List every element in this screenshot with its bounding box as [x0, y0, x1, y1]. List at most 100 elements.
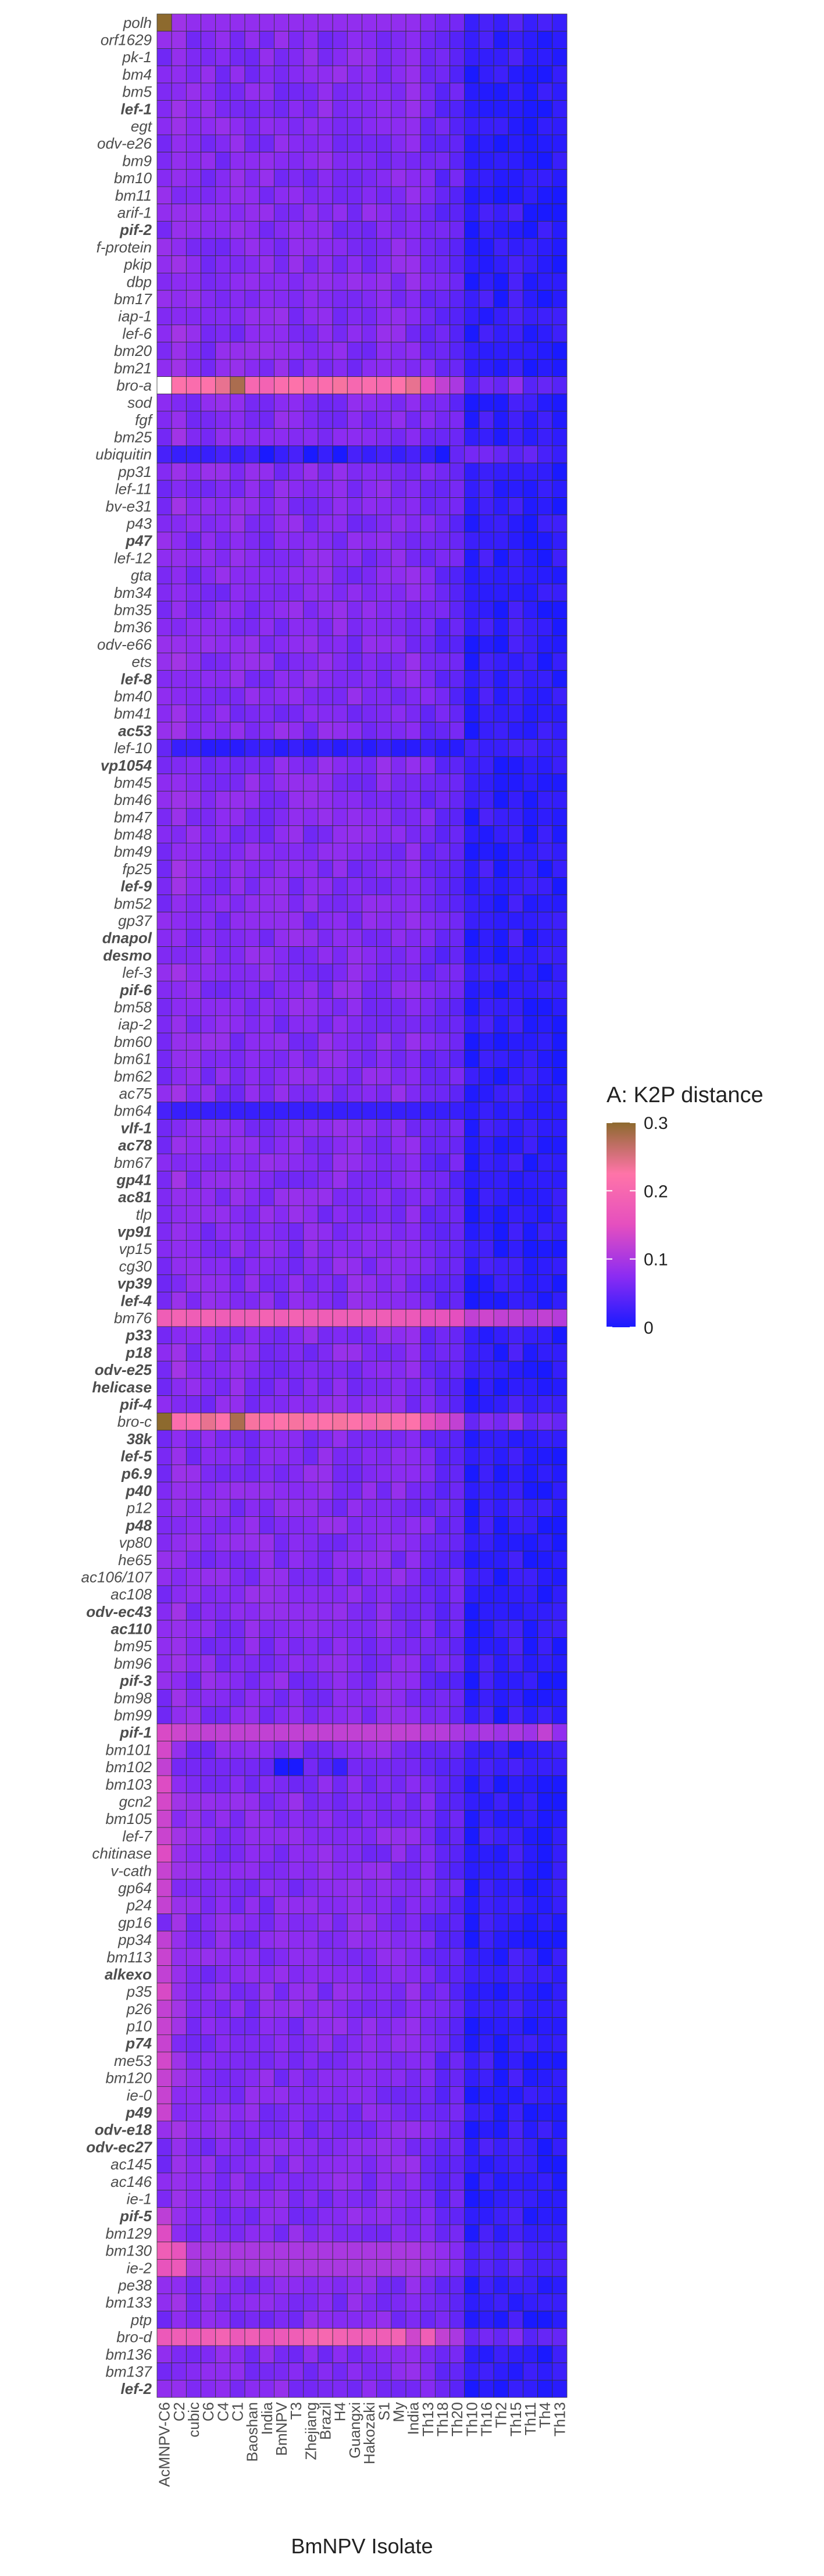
heatmap-cell: [420, 2207, 436, 2225]
heatmap-cell: [288, 1516, 304, 1534]
heatmap-cell: [230, 1758, 245, 1776]
heatmap-cell: [318, 1620, 333, 1638]
heatmap-cell: [201, 48, 216, 66]
heatmap-cell: [215, 134, 231, 152]
heatmap-cell: [391, 220, 406, 239]
heatmap-cell: [230, 2328, 245, 2346]
heatmap-cell: [156, 428, 172, 446]
heatmap-cell: [303, 566, 319, 585]
heatmap-cell: [420, 290, 436, 308]
heatmap-cell: [376, 1602, 392, 1621]
heatmap-cell: [244, 583, 260, 602]
heatmap-cell: [523, 514, 538, 533]
heatmap-cell: [523, 1067, 538, 1085]
heatmap-cell: [347, 359, 362, 377]
heatmap-cell: [259, 911, 274, 930]
heatmap-cell: [186, 1223, 201, 1241]
heatmap-cell: [259, 1499, 274, 1517]
heatmap-cell: [186, 1465, 201, 1483]
heatmap-cell: [186, 1585, 201, 1604]
heatmap-cell: [215, 238, 231, 256]
heatmap-cell: [552, 2069, 568, 2087]
heatmap-cell: [405, 825, 421, 843]
heatmap-cell: [493, 2000, 509, 2018]
heatmap-cell: [303, 255, 319, 273]
heatmap-cell: [156, 2259, 172, 2277]
heatmap-cell: [376, 687, 392, 706]
heatmap-cell: [201, 1153, 216, 1172]
heatmap-cell: [244, 1672, 260, 1690]
heatmap-cell: [274, 1239, 290, 1258]
heatmap-cell: [303, 1585, 319, 1604]
heatmap-cell: [347, 895, 362, 913]
heatmap-cell: [186, 2121, 201, 2139]
heatmap-cell: [434, 1292, 450, 1310]
heatmap-cell: [230, 1689, 245, 1707]
heatmap-cell: [318, 1809, 333, 1828]
heatmap-cell: [391, 152, 406, 170]
heatmap-cell: [215, 963, 231, 982]
heatmap-cell: [303, 842, 319, 861]
y-tick-label: ac106/107: [81, 1568, 153, 1585]
heatmap-cell: [420, 1292, 436, 1310]
heatmap-cell: [405, 307, 421, 325]
heatmap-cell: [464, 1292, 480, 1310]
heatmap-cell: [230, 704, 245, 722]
heatmap-cell: [332, 134, 348, 152]
heatmap-cell: [318, 756, 333, 775]
heatmap-cell: [201, 1067, 216, 1085]
heatmap-cell: [230, 1292, 245, 1310]
y-tick-label: lef-10: [114, 739, 152, 757]
heatmap-cell: [230, 462, 245, 481]
heatmap-cell: [347, 290, 362, 308]
heatmap-cell: [244, 1516, 260, 1534]
heatmap-cell: [347, 1360, 362, 1379]
heatmap-cell: [391, 1793, 406, 1811]
heatmap-cell: [523, 1257, 538, 1275]
heatmap-cell: [479, 1239, 494, 1258]
x-tick-label: Th2: [493, 2402, 510, 2428]
heatmap-cell: [362, 2172, 377, 2191]
heatmap-cell: [420, 618, 436, 636]
heatmap-cell: [230, 946, 245, 964]
heatmap-cell: [201, 1689, 216, 1707]
heatmap-cell: [230, 1930, 245, 1949]
heatmap-cell: [479, 186, 494, 205]
heatmap-cell: [450, 790, 465, 809]
heatmap-cell: [434, 1257, 450, 1275]
heatmap-cell: [332, 653, 348, 671]
heatmap-cell: [450, 1741, 465, 1759]
heatmap-cell: [508, 963, 523, 982]
heatmap-cell: [391, 1481, 406, 1500]
heatmap-cell: [523, 566, 538, 585]
heatmap-cell: [303, 2172, 319, 2191]
heatmap-cell: [201, 618, 216, 636]
heatmap-cell: [332, 2155, 348, 2174]
heatmap-cell: [274, 963, 290, 982]
heatmap-cell: [171, 169, 187, 187]
heatmap-cell: [303, 1067, 319, 1085]
heatmap-cell: [215, 895, 231, 913]
heatmap-cell: [244, 808, 260, 826]
heatmap-cell: [508, 376, 523, 394]
heatmap-cell: [244, 480, 260, 498]
heatmap-cell: [230, 618, 245, 636]
heatmap-cell: [362, 1930, 377, 1949]
heatmap-cell: [332, 2069, 348, 2087]
heatmap-cell: [450, 895, 465, 913]
heatmap-cell: [156, 255, 172, 273]
y-tick-label: pif-5: [119, 2207, 152, 2225]
x-tick-label: Th18: [434, 2402, 451, 2436]
heatmap-cell: [347, 480, 362, 498]
heatmap-cell: [215, 1585, 231, 1604]
heatmap-cell: [537, 704, 553, 722]
heatmap-cell: [493, 1239, 509, 1258]
heatmap-cell: [508, 653, 523, 671]
heatmap-cell: [508, 739, 523, 757]
heatmap-cell: [508, 1654, 523, 1673]
heatmap-cell: [215, 1239, 231, 1258]
heatmap-cell: [537, 273, 553, 291]
heatmap-cell: [493, 790, 509, 809]
heatmap-cell: [493, 704, 509, 722]
heatmap-cell: [288, 1948, 304, 1966]
